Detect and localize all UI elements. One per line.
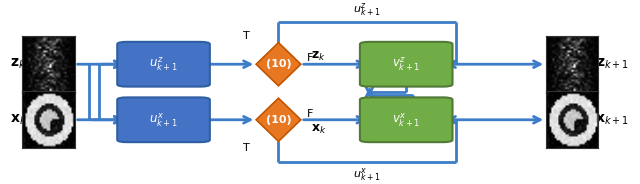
FancyBboxPatch shape	[360, 42, 452, 87]
Text: $u^x_{k+1}$: $u^x_{k+1}$	[353, 166, 381, 183]
Text: $v^z_{k+1}$: $v^z_{k+1}$	[392, 55, 420, 73]
Text: $\mathbf{z}_k$: $\mathbf{z}_k$	[311, 50, 326, 63]
Polygon shape	[256, 43, 301, 86]
Text: T: T	[243, 31, 250, 41]
FancyBboxPatch shape	[117, 42, 210, 87]
Text: $u^z_{k+1}$: $u^z_{k+1}$	[353, 1, 381, 18]
Text: F: F	[307, 53, 314, 63]
Text: $\mathbf{x}_k$: $\mathbf{x}_k$	[311, 123, 326, 136]
Text: $\mathbf{x}_{k+1}$: $\mathbf{x}_{k+1}$	[595, 113, 629, 127]
Polygon shape	[256, 98, 301, 141]
Text: F: F	[307, 109, 314, 119]
Text: $\mathbf{x}_k$: $\mathbf{x}_k$	[10, 113, 27, 127]
Text: $u^x_{k+1}$: $u^x_{k+1}$	[149, 111, 178, 129]
Text: (10): (10)	[266, 59, 291, 69]
Text: T: T	[243, 143, 250, 153]
FancyBboxPatch shape	[360, 97, 452, 142]
Text: $\mathbf{z}_k$: $\mathbf{z}_k$	[10, 57, 26, 71]
Text: $v^x_{k+1}$: $v^x_{k+1}$	[392, 111, 420, 129]
Text: $\mathbf{z}_{k+1}$: $\mathbf{z}_{k+1}$	[596, 57, 629, 71]
FancyBboxPatch shape	[117, 97, 210, 142]
Text: (10): (10)	[266, 115, 291, 125]
Text: $u^z_{k+1}$: $u^z_{k+1}$	[149, 55, 178, 73]
